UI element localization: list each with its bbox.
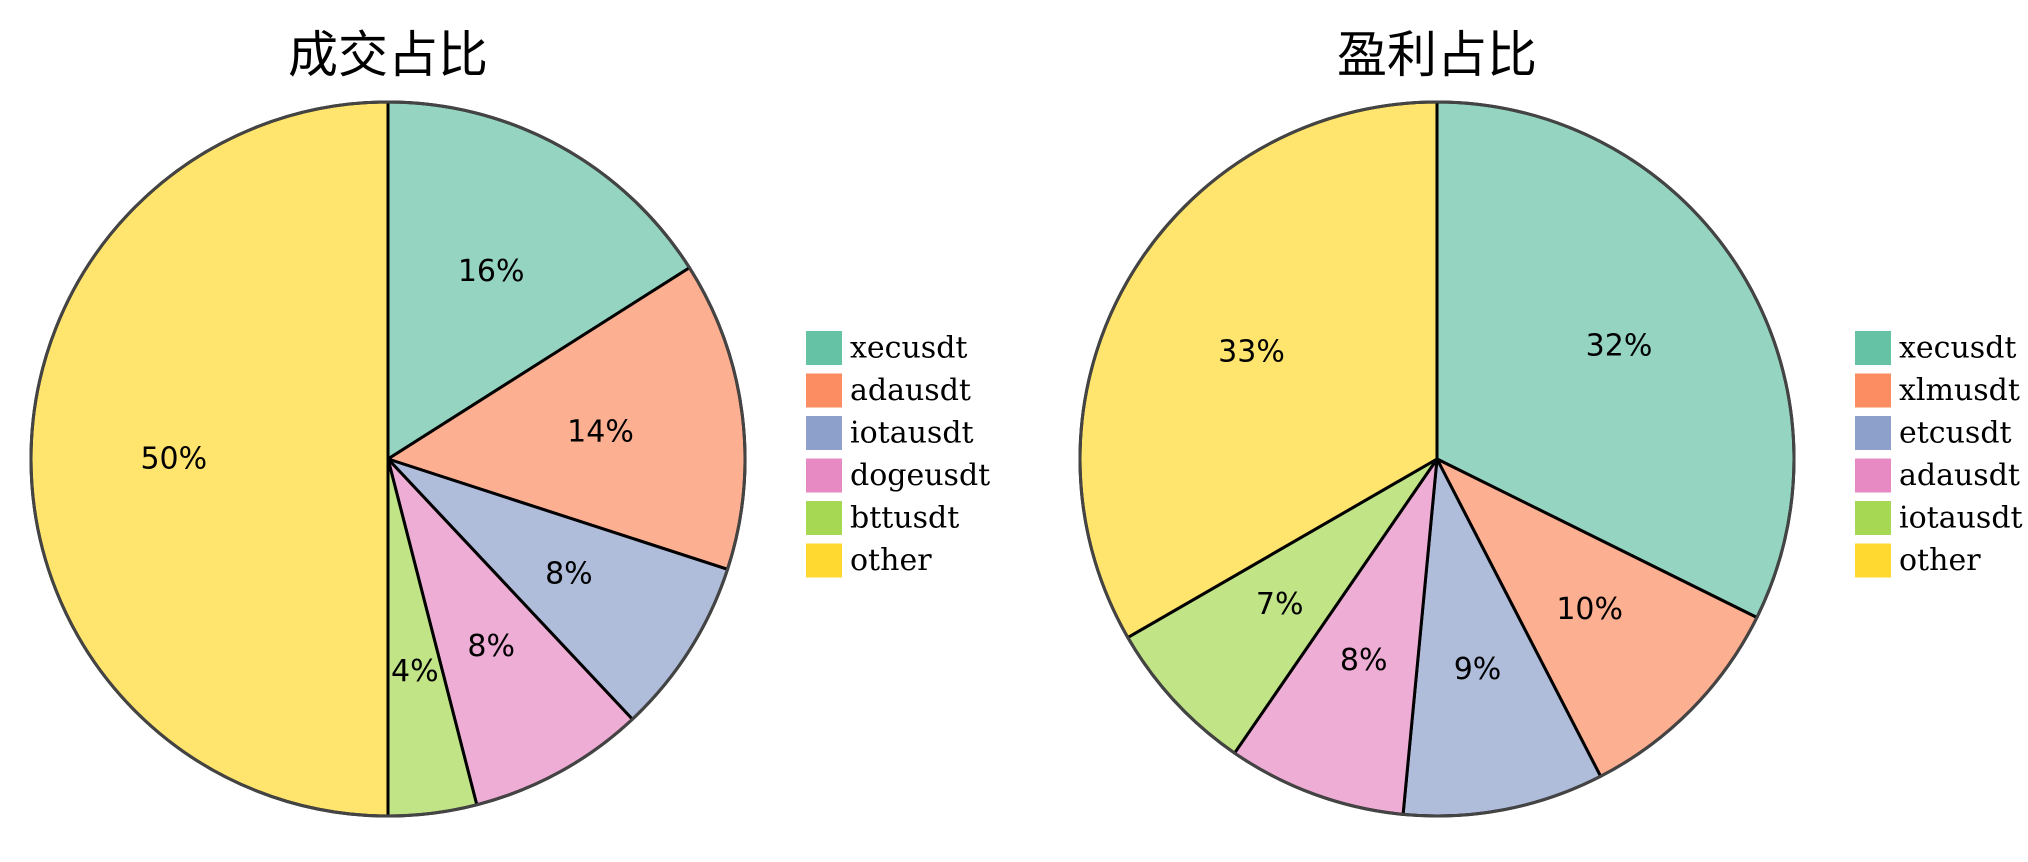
legend-swatch-other xyxy=(806,544,842,578)
legend-swatch-dogeusdt xyxy=(806,459,842,493)
legend-label: iotausdt xyxy=(850,416,974,451)
slice-percent-label: 14% xyxy=(567,415,634,450)
legend-label: xecusdt xyxy=(1899,331,2016,366)
slice-percent-label: 10% xyxy=(1556,592,1623,627)
slice-percent-label: 9% xyxy=(1454,652,1502,687)
pie-slices xyxy=(1080,102,1794,816)
legend: xecusdt xlmusdt etcusdt adausdt iotausdt othe… xyxy=(1855,331,2023,579)
legend-swatch-adausdt xyxy=(806,374,842,408)
legend-label: xecusdt xyxy=(850,331,967,366)
legend-label: other xyxy=(850,543,932,578)
legend-label: dogeusdt xyxy=(850,458,990,493)
legend: xecusdt adausdt iotausdt dogeusdt bttusdt oth… xyxy=(806,331,990,579)
pie-slices xyxy=(31,102,745,816)
slice-percent-label: 16% xyxy=(458,254,525,289)
legend-swatch-xecusdt xyxy=(1855,331,1891,365)
legend-swatch-etcusdt xyxy=(1855,416,1891,450)
slice-percent-label: 33% xyxy=(1218,334,1285,369)
legend-label: xlmusdt xyxy=(1899,373,2020,408)
legend-label: adausdt xyxy=(850,373,971,408)
slice-percent-label: 7% xyxy=(1256,587,1304,622)
legend-swatch-adausdt xyxy=(1855,459,1891,493)
trade-share-pie-chart: 成交占比 16% 14% 8% 8% 4% 50% xecusdt adausdt iotau… xyxy=(31,26,990,816)
legend-label: iotausdt xyxy=(1899,501,2023,536)
legend-swatch-xecusdt xyxy=(806,331,842,365)
legend-swatch-iotausdt xyxy=(806,416,842,450)
legend-label: other xyxy=(1899,543,1981,578)
slice-percent-label: 32% xyxy=(1586,329,1653,364)
legend-swatch-other xyxy=(1855,544,1891,578)
slice-percent-label: 8% xyxy=(467,629,515,664)
chart-title: 成交占比 xyxy=(288,26,488,84)
legend-label: adausdt xyxy=(1899,458,2020,493)
slice-percent-label: 8% xyxy=(1340,643,1388,678)
legend-label: etcusdt xyxy=(1899,416,2012,451)
pie-slice-other xyxy=(31,102,388,816)
legend-swatch-xlmusdt xyxy=(1855,374,1891,408)
legend-swatch-bttusdt xyxy=(806,501,842,535)
slice-percent-label: 4% xyxy=(391,654,439,689)
chart-title: 盈利占比 xyxy=(1337,26,1537,84)
slice-percent-label: 50% xyxy=(140,442,207,477)
slice-percent-label: 8% xyxy=(545,556,593,591)
profit-share-pie-chart: 盈利占比 32% 10% 9% 8% 7% 33% xecusdt xlmusdt etcus… xyxy=(1080,26,2023,816)
legend-label: bttusdt xyxy=(850,501,959,536)
legend-swatch-iotausdt xyxy=(1855,501,1891,535)
